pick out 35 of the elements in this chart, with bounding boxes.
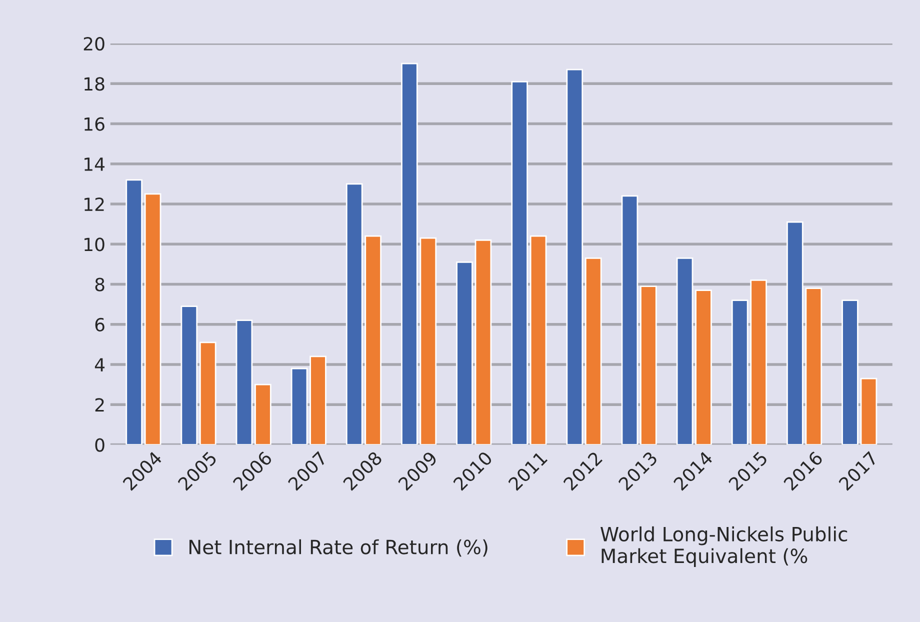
y-tick-label: 2 [95,398,104,412]
bar [456,261,473,445]
bar [566,68,584,445]
legend-label: World Long-Nickels Public Market Equivalent (% [600,526,848,568]
y-tick-label: 14 [84,158,105,171]
bar [530,235,547,445]
bar [640,286,657,445]
bar [310,356,326,445]
bar [695,290,712,445]
bar [842,300,858,445]
bar [144,193,162,445]
y-tick-label: 0 [95,438,104,452]
bar [420,237,437,445]
y-tick-label: 8 [95,278,104,292]
bar [180,306,198,445]
bar [511,80,528,445]
bar [401,62,418,445]
bar [126,179,142,445]
bar [676,257,694,445]
y-tick-label: 18 [84,77,104,91]
bar [254,384,272,445]
bar [621,195,638,445]
y-tick-label: 12 [84,197,104,211]
y-tick-label: 4 [94,358,105,372]
bar [199,342,216,445]
y-tick-label: 10 [84,238,104,252]
bar [584,257,602,445]
bar [236,320,253,445]
bar [290,368,308,445]
bar [860,378,878,445]
y-tick-label: 16 [84,117,104,131]
y-tick-label: 6 [95,318,104,332]
bar [474,239,492,445]
legend-label: Net Internal Rate of Return (%) [189,539,488,557]
y-tick-label: 20 [84,37,104,51]
